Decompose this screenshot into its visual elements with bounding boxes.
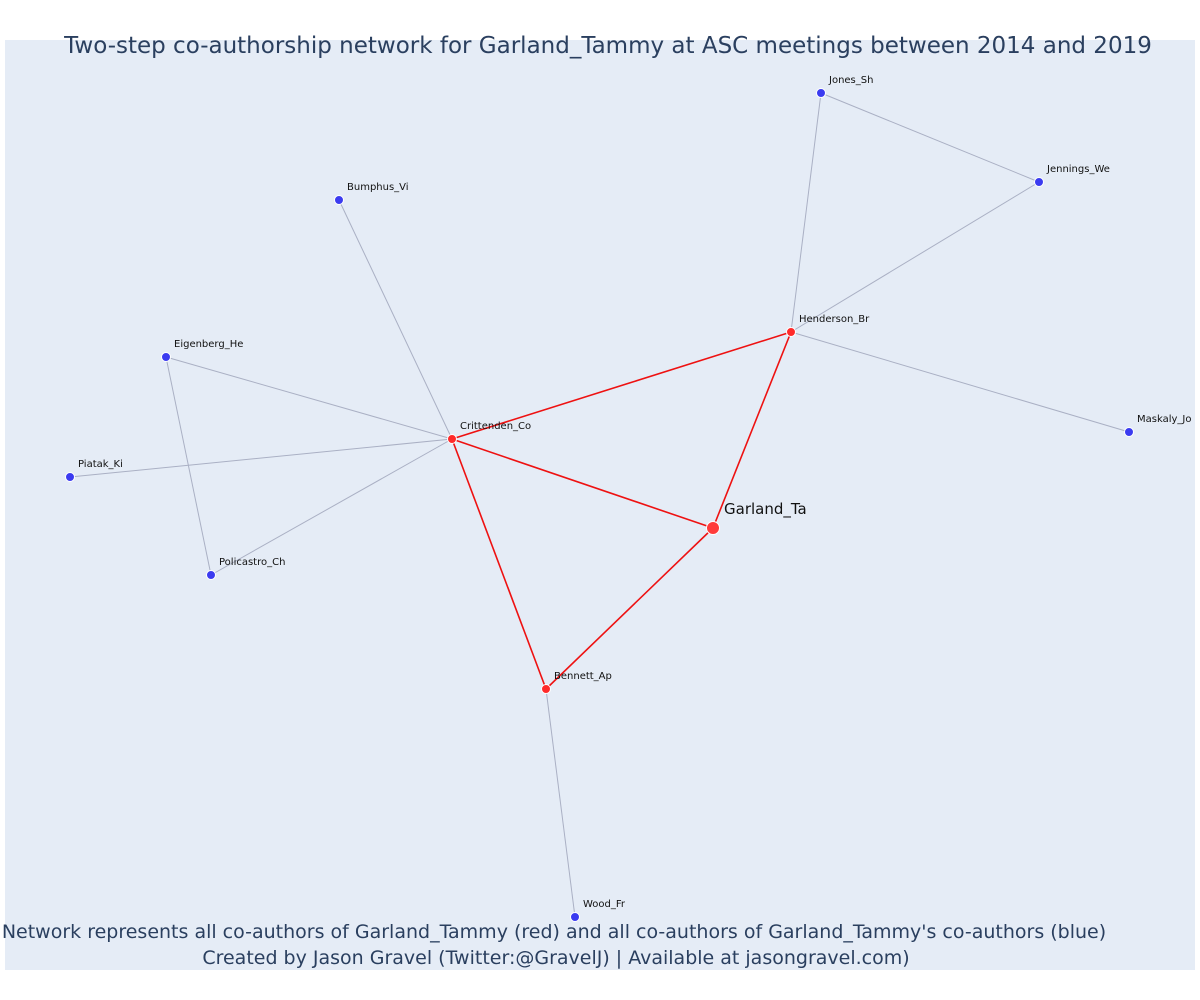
node-marker[interactable] [1034,177,1044,187]
edge-Crittenden_Co-Eigenberg_He [165,356,453,440]
node-Piatak_Ki[interactable]: Piatak_Ki [65,459,123,482]
edge-Crittenden_Co-Piatak_Ki [69,438,453,478]
node-Eigenberg_He[interactable]: Eigenberg_He [161,339,244,362]
diagram-title: Two-step co-authorship network for Garla… [63,33,1152,59]
edge-Crittenden_Co-Bennett_Ap [451,438,547,690]
node-marker[interactable] [206,570,216,580]
nodes-layer: Garland_Ta Crittenden_Co Henderson_Br Benne… [65,75,1192,922]
edge-Eigenberg_He-Policastro_Ch [165,356,212,576]
node-Policastro_Ch[interactable]: Policastro_Ch [206,557,286,580]
node-marker[interactable] [447,434,457,444]
node-marker[interactable] [334,195,344,205]
node-marker[interactable] [786,327,796,337]
node-marker[interactable] [816,88,826,98]
node-Maskaly_Jo[interactable]: Maskaly_Jo [1124,414,1192,437]
edge-Crittenden_Co-Henderson_Br [451,331,792,440]
edge-Garland_Ta-Henderson_Br [712,331,792,529]
node-Henderson_Br[interactable]: Henderson_Br [786,314,871,337]
node-label: Henderson_Br [799,314,870,325]
node-Jennings_We[interactable]: Jennings_We [1034,164,1110,187]
edge-Jones_Sh-Jennings_We [820,92,1040,183]
node-marker[interactable] [1124,427,1134,437]
edge-Bennett_Ap-Wood_Fr [545,688,576,918]
node-marker[interactable] [65,472,75,482]
edge-Garland_Ta-Crittenden_Co [451,438,714,529]
edge-Crittenden_Co-Policastro_Ch [210,438,453,576]
node-label: Maskaly_Jo [1137,414,1191,425]
node-label: Wood_Fr [583,899,626,910]
node-Bennett_Ap[interactable]: Bennett_Ap [541,671,612,694]
edges-layer [69,92,1130,918]
node-marker[interactable] [161,352,171,362]
node-Wood_Fr[interactable]: Wood_Fr [570,899,626,922]
edge-Henderson_Br-Jennings_We [790,181,1040,333]
node-marker[interactable] [570,912,580,922]
node-label: Jennings_We [1046,164,1110,175]
edge-Henderson_Br-Maskaly_Jo [790,331,1130,433]
edge-Crittenden_Co-Bumphus_Vi [338,199,453,440]
caption-line-1: Network represents all co-authors of Gar… [2,921,1106,943]
node-label: Policastro_Ch [219,557,285,568]
edge-Henderson_Br-Jones_Sh [790,92,822,333]
node-label: Piatak_Ki [78,459,123,470]
caption-line-2: Created by Jason Gravel (Twitter:@Gravel… [202,947,909,969]
plot-area [5,40,1195,970]
node-marker[interactable] [541,684,551,694]
node-label: Crittenden_Co [460,421,531,432]
node-label: Eigenberg_He [174,339,243,350]
node-label: Bennett_Ap [554,671,612,682]
edge-Garland_Ta-Bennett_Ap [545,527,714,690]
node-Jones_Sh[interactable]: Jones_Sh [816,75,874,98]
node-Crittenden_Co[interactable]: Crittenden_Co [447,421,532,444]
node-Bumphus_Vi[interactable]: Bumphus_Vi [334,182,409,205]
node-marker[interactable] [706,521,720,535]
node-label: Garland_Ta [724,500,807,519]
node-Garland_Ta[interactable]: Garland_Ta [706,500,807,535]
node-label: Bumphus_Vi [347,182,409,193]
node-label: Jones_Sh [828,75,873,86]
